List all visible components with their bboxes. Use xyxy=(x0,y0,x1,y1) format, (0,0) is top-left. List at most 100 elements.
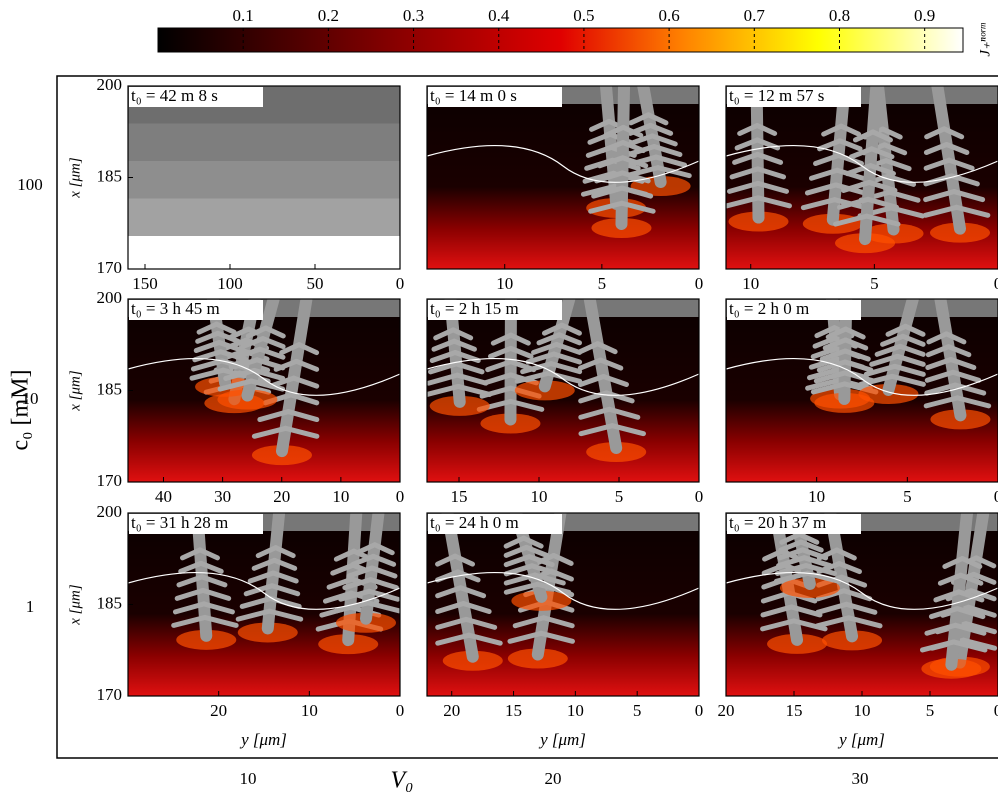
x-tick-label: 170 xyxy=(97,258,123,277)
row-axis-label: c₀ [mM] xyxy=(8,369,34,450)
y-tick-label: 0 xyxy=(695,274,704,293)
col-tick-label: 10 xyxy=(240,769,257,788)
time-label: t₀ = 2 h 15 m xyxy=(430,299,519,318)
y-tick-label: 40 xyxy=(155,487,172,506)
y-tick-label: 5 xyxy=(870,274,879,293)
panel-image xyxy=(128,86,400,274)
time-label: t₀ = 12 m 57 s xyxy=(729,86,824,105)
y-tick-label: 10 xyxy=(808,487,825,506)
y-tick-label: 0 xyxy=(396,274,405,293)
contour-band xyxy=(128,199,400,237)
y-tick-label: 5 xyxy=(598,274,607,293)
figure: J₊ⁿᵒʳᵐ c₀ [mM] V₀ 0.1 0.2 0.3 0.4 0.5 0.6 0.7 0… xyxy=(0,0,998,795)
colorbar-label: J₊ⁿᵒʳᵐ xyxy=(977,23,993,57)
col-tick-label: 30 xyxy=(852,769,869,788)
panel-image xyxy=(128,299,400,482)
y-axis-label: y [μm] xyxy=(837,730,885,749)
y-tick-label: 10 xyxy=(531,487,548,506)
y-tick-label: 10 xyxy=(496,274,513,293)
y-tick-label: 15 xyxy=(786,701,803,720)
x-tick-label: 170 xyxy=(97,471,123,490)
y-tick-label: 0 xyxy=(396,487,405,506)
row-tick-label: 1 xyxy=(26,597,35,616)
panel: t₀ = 31 h 28 m 20 10 0 y [μm] 170 185 200 x [μm] xyxy=(67,502,404,749)
time-label: t₀ = 14 m 0 s xyxy=(430,86,517,105)
y-tick-label: 30 xyxy=(214,487,231,506)
y-tick-label: 5 xyxy=(926,701,935,720)
y-tick-label: 10 xyxy=(301,701,318,720)
y-tick-label: 5 xyxy=(633,701,642,720)
y-axis-label: y [μm] xyxy=(538,730,586,749)
y-tick-label: 0 xyxy=(994,487,998,506)
panel: t₀ = 2 h 15 m 15 10 5 0 xyxy=(427,299,703,506)
y-tick-label: 150 xyxy=(132,274,158,293)
time-label: t₀ = 24 h 0 m xyxy=(430,513,519,532)
y-tick-label: 0 xyxy=(396,701,405,720)
panel-image xyxy=(427,86,699,269)
panel-image xyxy=(726,299,998,482)
colorbar-tick-label: 0.5 xyxy=(573,6,594,25)
x-axis-label: x [μm] xyxy=(67,584,83,626)
y-tick-label: 20 xyxy=(273,487,290,506)
y-tick-label: 10 xyxy=(567,701,584,720)
x-tick-label: 200 xyxy=(97,288,123,307)
x-tick-label: 200 xyxy=(97,502,123,521)
y-tick-label: 20 xyxy=(718,701,735,720)
row-tick-label: 100 xyxy=(17,175,43,194)
panel: t₀ = 2 h 0 m 10 5 0 xyxy=(726,299,998,506)
colorbar-tick-label: 0.9 xyxy=(914,6,935,25)
colorbar-tick-label: 0.4 xyxy=(488,6,510,25)
colorbar-tick-label: 0.2 xyxy=(318,6,339,25)
y-tick-label: 50 xyxy=(307,274,324,293)
panel-image xyxy=(427,513,699,696)
panel: t₀ = 3 h 45 m 40 30 20 10 0 170 185 200 x [μm] xyxy=(67,288,404,506)
time-label: t₀ = 20 h 37 m xyxy=(729,513,826,532)
row-tick-label: 10 xyxy=(22,389,39,408)
colorbar-tick-label: 0.3 xyxy=(403,6,424,25)
panel-image xyxy=(427,299,699,482)
time-label: t₀ = 2 h 0 m xyxy=(729,299,809,318)
y-tick-label: 0 xyxy=(695,701,704,720)
panel: t₀ = 12 m 57 s 10 5 0 xyxy=(726,86,998,293)
colorbar-tick-label: 0.1 xyxy=(233,6,254,25)
y-tick-label: 20 xyxy=(210,701,227,720)
contour-band xyxy=(128,124,400,162)
colorbar xyxy=(158,28,963,52)
x-axis-label: x [μm] xyxy=(67,157,83,199)
y-tick-label: 0 xyxy=(695,487,704,506)
panel-image xyxy=(726,513,998,696)
time-label: t₀ = 42 m 8 s xyxy=(131,86,218,105)
panel: t₀ = 14 m 0 s 10 5 0 xyxy=(427,86,703,293)
y-tick-label: 10 xyxy=(332,487,349,506)
contour-band xyxy=(128,236,400,274)
y-tick-label: 5 xyxy=(615,487,624,506)
panel: t₀ = 24 h 0 m 20 15 10 5 0 y [μm] xyxy=(427,513,703,749)
col-axis-label: V₀ xyxy=(390,768,413,794)
time-label: t₀ = 3 h 45 m xyxy=(131,299,220,318)
x-tick-label: 170 xyxy=(97,685,123,704)
y-tick-label: 10 xyxy=(854,701,871,720)
y-tick-label: 20 xyxy=(443,701,460,720)
y-tick-label: 5 xyxy=(903,487,912,506)
contour-band xyxy=(128,161,400,199)
y-tick-label: 15 xyxy=(505,701,522,720)
col-tick-label: 20 xyxy=(545,769,562,788)
panel-image xyxy=(726,86,998,269)
y-tick-label: 15 xyxy=(451,487,468,506)
x-tick-label: 185 xyxy=(97,593,123,612)
x-tick-label: 200 xyxy=(97,75,123,94)
panel: t₀ = 20 h 37 m 20 15 10 5 0 y [μm] xyxy=(718,513,998,749)
colorbar-tick-label: 0.8 xyxy=(829,6,850,25)
y-tick-label: 0 xyxy=(994,701,998,720)
colorbar-tick-label: 0.6 xyxy=(658,6,679,25)
y-tick-label: 100 xyxy=(217,274,243,293)
x-axis-label: x [μm] xyxy=(67,370,83,412)
y-tick-label: 0 xyxy=(994,274,998,293)
x-tick-label: 185 xyxy=(97,379,123,398)
time-label: t₀ = 31 h 28 m xyxy=(131,513,228,532)
x-tick-label: 185 xyxy=(97,166,123,185)
y-axis-label: y [μm] xyxy=(239,730,287,749)
panel-image xyxy=(128,513,400,696)
y-tick-label: 10 xyxy=(742,274,759,293)
colorbar-tick-label: 0.7 xyxy=(744,6,766,25)
